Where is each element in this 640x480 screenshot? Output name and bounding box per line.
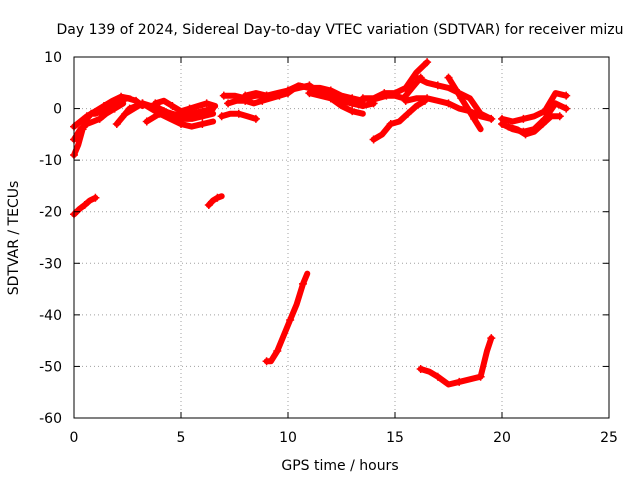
- data-point: [99, 101, 108, 110]
- data-point: [562, 104, 571, 113]
- x-tick-label: 0: [70, 430, 79, 446]
- series-trace-9: [205, 193, 225, 208]
- data-point: [142, 117, 151, 126]
- data-point: [138, 99, 147, 108]
- x-tick-label: 20: [493, 430, 511, 446]
- data-point: [241, 91, 250, 100]
- data-point: [91, 193, 100, 202]
- data-point: [224, 99, 233, 108]
- data-point: [504, 122, 513, 131]
- series-trace-2: [71, 100, 127, 143]
- data-point: [412, 73, 421, 82]
- series-trace-19: [370, 97, 428, 143]
- data-point: [519, 114, 528, 123]
- data-point: [470, 114, 479, 123]
- x-tick-label: 25: [600, 430, 618, 446]
- series-trace-22: [445, 74, 484, 133]
- data-point: [251, 114, 260, 123]
- data-point: [82, 112, 91, 121]
- data-point: [258, 96, 267, 105]
- data-point: [198, 120, 207, 129]
- y-tick-label: -50: [39, 359, 62, 375]
- data-point: [112, 120, 121, 129]
- y-tick-label: 10: [44, 50, 62, 66]
- data-point: [498, 120, 506, 129]
- data-point: [444, 99, 453, 108]
- data-point: [433, 81, 442, 90]
- data-point: [423, 58, 432, 67]
- data-point: [95, 114, 104, 123]
- series-trace-16: [263, 270, 311, 365]
- data-point: [382, 91, 391, 100]
- data-point: [487, 334, 496, 343]
- data-point: [455, 377, 464, 386]
- data-point: [185, 104, 194, 113]
- data-point: [386, 120, 395, 129]
- data-point: [262, 91, 271, 100]
- data-point: [369, 135, 378, 144]
- data-point: [121, 109, 130, 118]
- data-point: [80, 201, 89, 210]
- data-series: [70, 58, 571, 388]
- data-point: [110, 104, 119, 113]
- plot-frame: [73, 56, 610, 419]
- data-point: [348, 99, 357, 108]
- data-point: [305, 89, 314, 98]
- data-point: [234, 109, 243, 118]
- y-axis-label: SDTVAR / TECUs: [6, 181, 22, 296]
- x-tick-label: 5: [177, 430, 186, 446]
- data-point: [401, 96, 410, 105]
- data-point: [476, 372, 485, 381]
- data-point: [168, 101, 177, 110]
- data-point: [555, 112, 564, 121]
- data-point: [204, 201, 213, 210]
- y-tick-label: -30: [39, 256, 62, 272]
- x-tick-label: 15: [386, 430, 404, 446]
- series-trace-26: [505, 113, 563, 138]
- data-point: [538, 120, 547, 129]
- series-trace-18: [366, 74, 424, 104]
- data-point: [358, 94, 367, 103]
- data-point: [202, 99, 211, 108]
- y-tick-label: -60: [39, 411, 62, 427]
- data-point: [444, 73, 453, 82]
- data-point: [403, 109, 412, 118]
- data-point: [423, 94, 432, 103]
- data-point: [219, 91, 228, 100]
- data-point: [284, 86, 292, 95]
- y-tick-label: -20: [39, 205, 62, 221]
- data-point: [348, 107, 357, 116]
- y-tick-label: -40: [39, 308, 62, 324]
- y-tick-label: 0: [53, 102, 62, 118]
- x-tick-label: 10: [279, 430, 297, 446]
- data-point: [416, 365, 425, 374]
- data-point: [286, 316, 295, 325]
- data-point: [151, 99, 160, 108]
- data-point: [117, 92, 126, 101]
- data-point: [213, 193, 222, 202]
- data-point: [217, 112, 226, 121]
- chart-title: Day 139 of 2024, Sidereal Day-to-day VTE…: [57, 22, 624, 38]
- data-point: [457, 94, 466, 103]
- data-point: [273, 346, 282, 355]
- data-point: [476, 109, 485, 118]
- data-point: [262, 357, 271, 366]
- x-axis-label: GPS time / hours: [281, 458, 398, 474]
- y-tick-label: -10: [39, 153, 62, 169]
- series-trace-24: [499, 90, 570, 125]
- data-point: [521, 130, 530, 139]
- data-point: [298, 279, 307, 288]
- data-point: [159, 107, 168, 116]
- data-point: [198, 107, 207, 116]
- data-point: [326, 94, 335, 103]
- data-point: [433, 372, 442, 381]
- data-point: [562, 91, 571, 100]
- data-point: [82, 120, 91, 129]
- axis-ticks: 0 5 10 15 20 25 -60 -50 -40 -30 -20 -10 0 10: [39, 50, 618, 446]
- data-point: [365, 96, 374, 105]
